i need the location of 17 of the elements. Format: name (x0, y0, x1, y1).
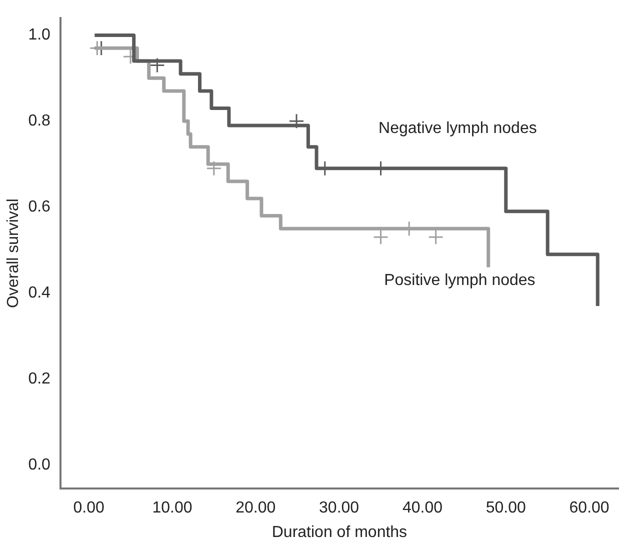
y-tick-label: 0.8 (28, 112, 51, 130)
x-tick-label: 10.00 (152, 500, 192, 517)
x-tick-label: 0.00 (73, 500, 104, 517)
y-tick-label: 0.6 (28, 198, 51, 216)
x-tick-label: 60.00 (569, 500, 610, 517)
y-tick-label: 0.2 (28, 370, 51, 388)
series-label: Positive lymph nodes (384, 272, 536, 289)
series-label: Negative lymph nodes (378, 120, 537, 137)
x-tick-label: 20.00 (236, 500, 276, 517)
y-tick-label: 1.0 (28, 26, 51, 44)
x-axis-title: Duration of months (272, 524, 408, 541)
y-axis-title: Overall survival (5, 198, 22, 308)
y-tick-label: 0.0 (28, 456, 51, 474)
x-tick-label: 30.00 (319, 500, 360, 517)
x-tick-label: 40.00 (402, 500, 443, 517)
y-tick-label: 0.4 (28, 284, 51, 302)
x-tick-label: 50.00 (486, 500, 526, 517)
